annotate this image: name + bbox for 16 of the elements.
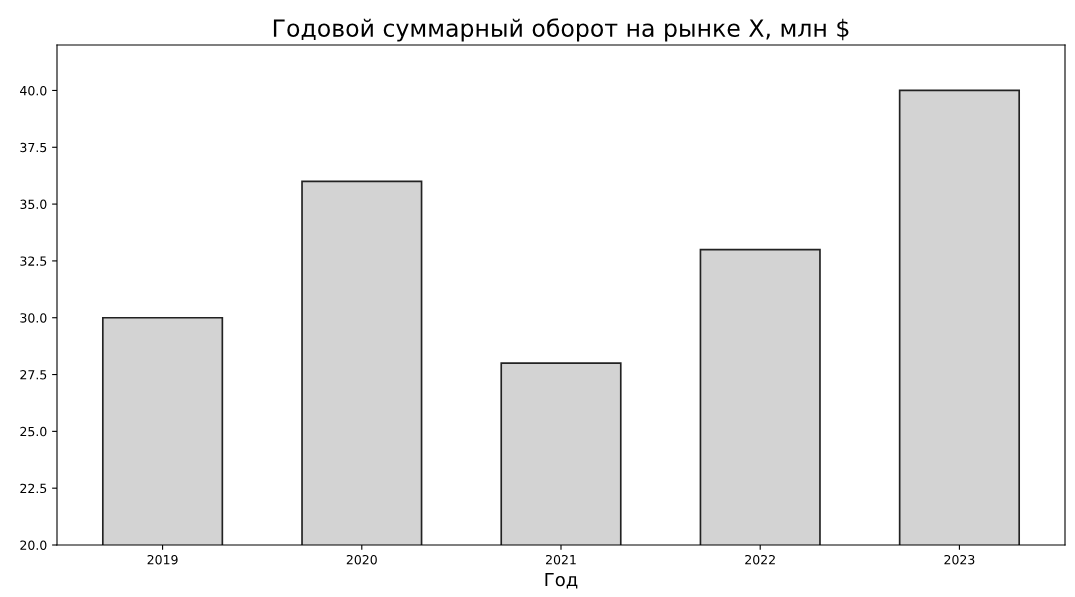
y-tick-label: 27.5 bbox=[20, 370, 47, 380]
y-tick-label: 20.0 bbox=[20, 540, 47, 550]
y-tick-label: 22.5 bbox=[20, 483, 47, 494]
x-tick-label: 2022 bbox=[745, 554, 775, 565]
x-tick-label: 2019 bbox=[147, 554, 178, 565]
y-tick-label: 32.5 bbox=[20, 256, 47, 266]
y-tick-label: 35.0 bbox=[20, 199, 47, 210]
y-tick-label: 40.0 bbox=[20, 85, 47, 96]
x-tick-label: 2021 bbox=[546, 554, 576, 565]
chart-title: Годовой суммарный оборот на рынке X, млн $ bbox=[273, 18, 849, 42]
y-tick-label: 25.0 bbox=[20, 426, 47, 437]
y-tick-label: 30.0 bbox=[20, 313, 47, 323]
x-tick-label: 2023 bbox=[944, 554, 975, 565]
x-axis-title: Год bbox=[545, 572, 578, 589]
y-tick-label: 37.5 bbox=[20, 142, 47, 153]
x-tick-label: 2020 bbox=[346, 554, 377, 565]
